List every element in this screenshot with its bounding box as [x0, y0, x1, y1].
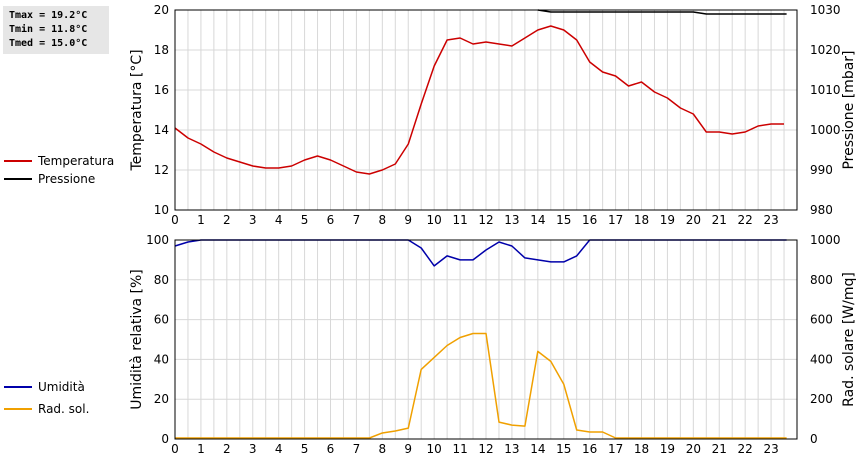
y-tick-label: 0: [161, 432, 169, 446]
legend-swatch-umidita: [4, 386, 32, 388]
legend-label-umidita: Umidità: [38, 380, 85, 394]
legend-swatch-temperatura: [4, 160, 32, 162]
y2-tick-label: 1000: [810, 123, 841, 137]
x-tick-label: 9: [404, 442, 412, 456]
x-tick-label: 17: [608, 442, 623, 456]
x-tick-label: 5: [301, 213, 309, 227]
stats-box: Tmax = 19.2°C Tmin = 11.8°C Tmed = 15.0°…: [3, 6, 109, 54]
x-tick-label: 10: [427, 213, 442, 227]
x-tick-label: 7: [353, 213, 361, 227]
legend-label-temperatura: Temperatura: [38, 154, 115, 168]
y-tick-label: 18: [154, 43, 169, 57]
x-tick-label: 23: [763, 442, 778, 456]
legend-label-pressione: Pressione: [38, 172, 96, 186]
y2-tick-label: 600: [810, 313, 833, 327]
y-axis-title: Temperatura [°C]: [129, 49, 145, 171]
y2-tick-label: 0: [810, 432, 818, 446]
x-tick-label: 6: [327, 442, 335, 456]
x-tick-label: 8: [379, 442, 387, 456]
y-tick-label: 16: [154, 83, 169, 97]
y2-axis-title: Pressione [mbar]: [841, 50, 857, 169]
y-tick-label: 14: [154, 123, 169, 137]
plot-frame: [174, 239, 798, 440]
x-tick-label: 21: [712, 213, 727, 227]
y2-tick-label: 980: [810, 203, 833, 217]
x-tick-label: 14: [530, 442, 545, 456]
x-tick-label: 2: [223, 213, 231, 227]
y2-tick-label: 990: [810, 163, 833, 177]
y2-axis-title: Rad. solare [W/mq]: [841, 272, 857, 407]
y-tick-label: 20: [154, 392, 169, 406]
x-tick-label: 5: [301, 442, 309, 456]
y-tick-label: 80: [154, 273, 169, 287]
legend-swatch-rad-sol: [4, 408, 32, 410]
tmax-stat: Tmax = 19.2°C: [9, 10, 88, 21]
x-tick-label: 10: [427, 442, 442, 456]
x-tick-label: 22: [738, 213, 753, 227]
x-tick-label: 16: [582, 442, 597, 456]
chart-2: 0 1 2 3 4 5 6 7 8 9 10 11 12 13 14 15 16 17 18 19 20 21 22 2302…: [129, 233, 857, 456]
x-tick-label: 11: [452, 442, 467, 456]
chart-1: 0 1 2 3 4 5 6 7 8 9 10 11 12 13 14 15 16 17 18 19 20 21 22 2310…: [129, 3, 857, 227]
x-tick-label: 22: [738, 442, 753, 456]
x-tick-label: 3: [249, 213, 257, 227]
x-tick-label: 15: [556, 213, 571, 227]
x-tick-label: 13: [504, 442, 519, 456]
series-line-pressione: [537, 9, 787, 15]
x-tick-label: 15: [556, 442, 571, 456]
y-axis-title: Umidità relativa [%]: [129, 269, 145, 410]
x-tick-label: 17: [608, 213, 623, 227]
series-line-temperatura: [174, 25, 784, 175]
series-line-rad-sol: [175, 332, 787, 439]
x-tick-label: 1: [197, 213, 205, 227]
x-tick-label: 7: [353, 442, 361, 456]
y-tick-label: 12: [154, 163, 169, 177]
tmin-stat: Tmin = 11.8°C: [9, 24, 88, 35]
y2-tick-label: 400: [810, 352, 833, 366]
x-tick-label: 16: [582, 213, 597, 227]
x-tick-label: 11: [452, 213, 467, 227]
x-tick-label: 4: [275, 213, 283, 227]
x-tick-label: 19: [660, 213, 675, 227]
y2-tick-label: 1030: [810, 3, 841, 17]
x-tick-label: 20: [686, 213, 701, 227]
x-tick-label: 18: [634, 213, 649, 227]
x-tick-label: 14: [530, 213, 545, 227]
x-tick-label: 1: [197, 442, 205, 456]
series-line-umidit: [174, 239, 787, 267]
x-tick-label: 0: [171, 442, 179, 456]
legend-swatch-pressione: [4, 178, 32, 180]
x-tick-label: 8: [379, 213, 387, 227]
y2-tick-label: 1020: [810, 43, 841, 57]
plot-frame: [174, 9, 798, 211]
y2-tick-label: 800: [810, 273, 833, 287]
x-tick-label: 23: [763, 213, 778, 227]
x-tick-label: 6: [327, 213, 335, 227]
x-tick-label: 0: [171, 213, 179, 227]
y2-tick-label: 1000: [810, 233, 841, 247]
x-tick-label: 2: [223, 442, 231, 456]
x-tick-label: 13: [504, 213, 519, 227]
x-tick-label: 18: [634, 442, 649, 456]
y2-tick-label: 200: [810, 392, 833, 406]
tmed-stat: Tmed = 15.0°C: [9, 38, 88, 49]
x-tick-label: 9: [404, 213, 412, 227]
x-tick-label: 4: [275, 442, 283, 456]
y-tick-label: 60: [154, 313, 169, 327]
x-tick-label: 21: [712, 442, 727, 456]
legend-label-rad-sol: Rad. sol.: [38, 402, 90, 416]
x-tick-label: 20: [686, 442, 701, 456]
x-tick-label: 19: [660, 442, 675, 456]
y-tick-label: 20: [154, 3, 169, 17]
x-tick-label: 12: [478, 442, 493, 456]
x-tick-label: 3: [249, 442, 257, 456]
x-tick-label: 12: [478, 213, 493, 227]
y2-tick-label: 1010: [810, 83, 841, 97]
y-tick-label: 10: [154, 203, 169, 217]
y-tick-label: 100: [146, 233, 169, 247]
y-tick-label: 40: [154, 352, 169, 366]
